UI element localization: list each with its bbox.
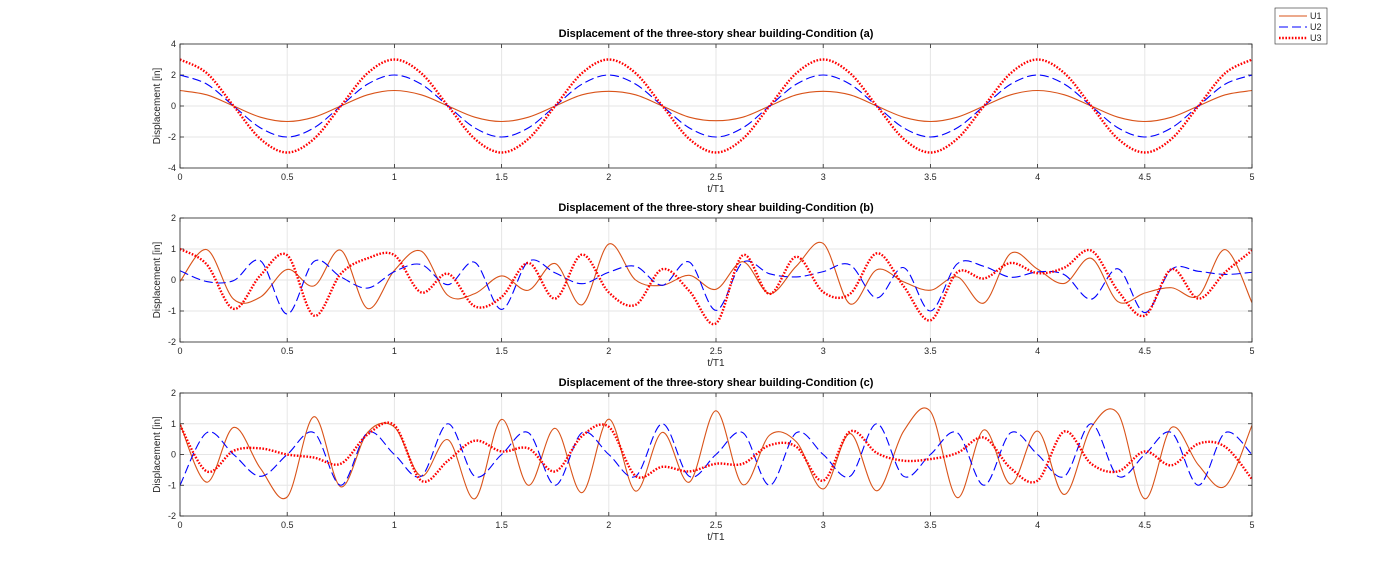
x-tick-label: 1 bbox=[392, 520, 397, 530]
x-tick-label: 3 bbox=[821, 346, 826, 356]
x-tick-label: 3.5 bbox=[924, 520, 937, 530]
y-tick-label: 1 bbox=[171, 419, 176, 429]
legend-label-u1: U1 bbox=[1310, 11, 1322, 21]
y-axis-label: Displacement [in] bbox=[152, 416, 163, 493]
y-tick-label: -2 bbox=[168, 132, 176, 142]
x-tick-label: 0 bbox=[177, 520, 182, 530]
legend-label-u3: U3 bbox=[1310, 33, 1322, 43]
x-tick-label: 5 bbox=[1249, 520, 1254, 530]
x-tick-label: 4 bbox=[1035, 172, 1040, 182]
x-axis-label: t/T1 bbox=[707, 358, 725, 369]
y-axis-label: Displacement [in] bbox=[152, 67, 163, 144]
y-tick-label: 0 bbox=[171, 275, 176, 285]
axes-box bbox=[179, 43, 1253, 169]
x-tick-label: 0.5 bbox=[281, 346, 294, 356]
axes-box bbox=[179, 217, 1253, 343]
series-group bbox=[180, 241, 1252, 326]
y-tick-label: -2 bbox=[168, 337, 176, 347]
x-tick-label: 2.5 bbox=[710, 520, 723, 530]
chart-panel-3: 0 0.5 1 1.5 2 2.5 3 3.5 4 4.5 5 -2 -1 0 1 2 Displacement… bbox=[152, 377, 1255, 543]
y-tick-label: 2 bbox=[171, 213, 176, 223]
axes-box bbox=[179, 392, 1253, 517]
x-tick-label: 1 bbox=[392, 172, 397, 182]
series-line-u2 bbox=[180, 259, 1252, 315]
y-tick-label: -2 bbox=[168, 511, 176, 521]
series-line-u3 bbox=[180, 58, 1252, 154]
x-tick-label: 1.5 bbox=[495, 346, 508, 356]
x-axis-label: t/T1 bbox=[707, 184, 725, 195]
x-tick-label: 1 bbox=[392, 346, 397, 356]
x-tick-label: 4.5 bbox=[1139, 520, 1152, 530]
series-line-u1 bbox=[180, 89, 1252, 123]
chart-panel-2: 0 0.5 1 1.5 2 2.5 3 3.5 4 4.5 5 -2 -1 0 1 2 Displacement… bbox=[152, 202, 1255, 369]
x-tick-label: 3.5 bbox=[924, 172, 937, 182]
chart-title: Displacement of the three-story shear bu… bbox=[559, 377, 874, 389]
x-tick-label: 0 bbox=[177, 172, 182, 182]
y-tick-label: 2 bbox=[171, 70, 176, 80]
series-line-u1 bbox=[180, 407, 1252, 500]
x-tick-label: 2 bbox=[606, 520, 611, 530]
x-tick-label: 5 bbox=[1249, 172, 1254, 182]
series-group bbox=[180, 407, 1252, 500]
series-line-u3 bbox=[180, 421, 1252, 484]
x-tick-label: 4 bbox=[1035, 520, 1040, 530]
x-tick-label: 0 bbox=[177, 346, 182, 356]
x-tick-label: 0.5 bbox=[281, 172, 294, 182]
series-line-u1 bbox=[180, 241, 1252, 310]
x-axis-label: t/T1 bbox=[707, 532, 725, 543]
y-tick-label: 0 bbox=[171, 450, 176, 460]
x-tick-label: 4 bbox=[1035, 346, 1040, 356]
y-tick-label: -1 bbox=[168, 306, 176, 316]
x-tick-label: 2.5 bbox=[710, 346, 723, 356]
y-tick-label: 2 bbox=[171, 388, 176, 398]
x-tick-label: 3 bbox=[821, 520, 826, 530]
y-tick-label: 0 bbox=[171, 101, 176, 111]
x-tick-label: 3.5 bbox=[924, 346, 937, 356]
legend-label-u2: U2 bbox=[1310, 22, 1322, 32]
y-tick-label: -4 bbox=[168, 163, 176, 173]
x-tick-label: 0.5 bbox=[281, 520, 294, 530]
x-tick-label: 3 bbox=[821, 172, 826, 182]
y-axis-label: Displacement [in] bbox=[152, 241, 163, 318]
series-group bbox=[180, 58, 1252, 154]
x-tick-label: 4.5 bbox=[1139, 346, 1152, 356]
x-tick-label: 2 bbox=[606, 172, 611, 182]
y-tick-label: 1 bbox=[171, 244, 176, 254]
chart-panel-1: 0 0.5 1 1.5 2 2.5 3 3.5 4 4.5 5 -4 -2 0 2 4 Displacement… bbox=[152, 28, 1255, 195]
x-tick-label: 1.5 bbox=[495, 172, 508, 182]
chart-title: Displacement of the three-story shear bu… bbox=[559, 28, 874, 40]
x-tick-label: 5 bbox=[1249, 346, 1254, 356]
series-line-u2 bbox=[180, 74, 1252, 138]
x-tick-label: 1.5 bbox=[495, 520, 508, 530]
x-tick-label: 2.5 bbox=[710, 172, 723, 182]
y-tick-label: 4 bbox=[171, 39, 176, 49]
x-tick-label: 4.5 bbox=[1139, 172, 1152, 182]
x-tick-label: 2 bbox=[606, 346, 611, 356]
y-tick-label: -1 bbox=[168, 480, 176, 490]
chart-title: Displacement of the three-story shear bu… bbox=[558, 202, 874, 214]
series-line-u3 bbox=[180, 247, 1252, 326]
